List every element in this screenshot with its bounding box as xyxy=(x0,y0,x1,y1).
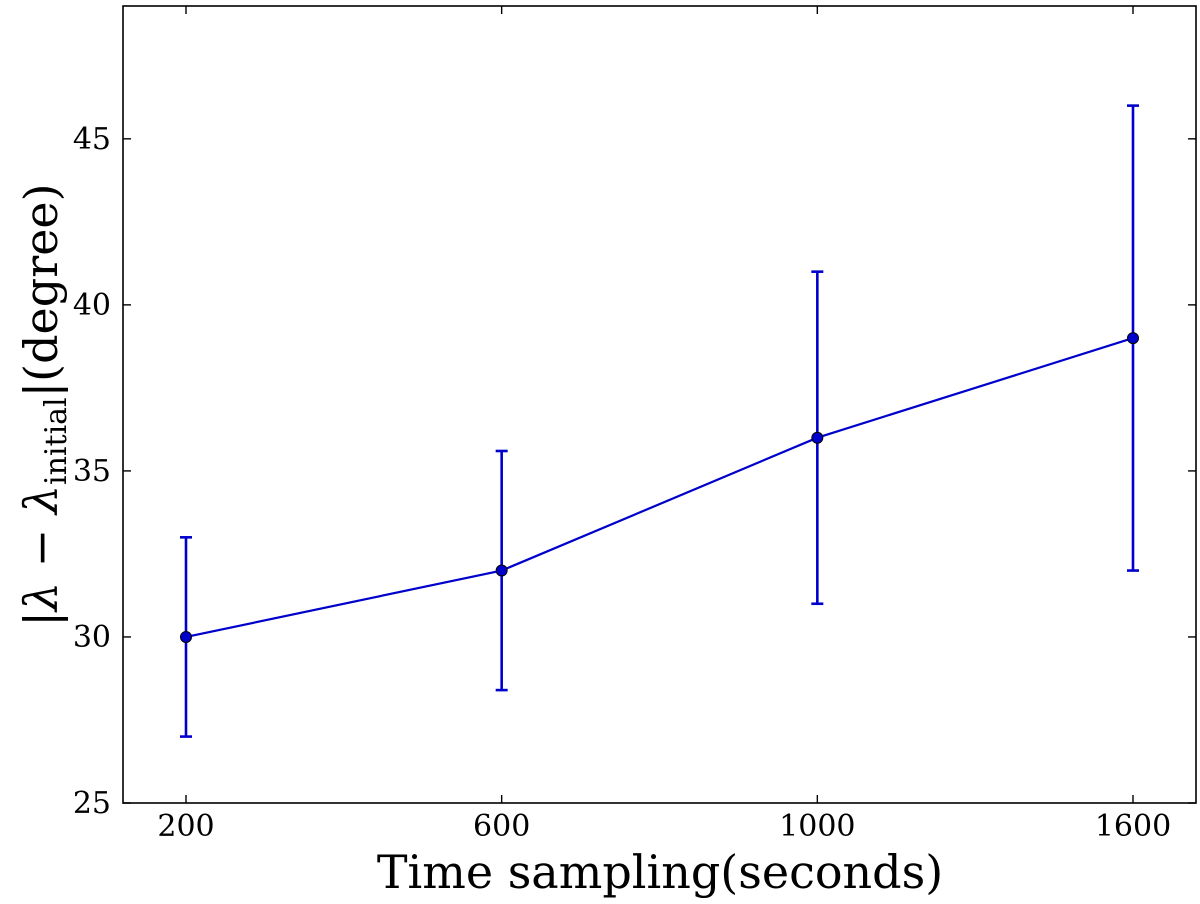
y-axis-title-unit: (degree) xyxy=(14,183,68,381)
y-tick-label: 25 xyxy=(73,786,111,821)
svg-text:|λ − λinitial|(degree): |λ − λinitial|(degree) xyxy=(14,183,74,626)
series-line xyxy=(185,337,1134,639)
y-tick-label: 45 xyxy=(73,122,111,157)
y-tick-label: 30 xyxy=(73,620,111,655)
data-point xyxy=(1127,332,1139,345)
x-tick-label: 1000 xyxy=(779,809,855,844)
y-tick-label: 35 xyxy=(73,454,111,489)
chart-marks xyxy=(180,104,1139,738)
y-axis-title-subscript: initial xyxy=(39,397,74,485)
y-tick-label: 40 xyxy=(73,288,111,323)
plot-frame xyxy=(122,5,1197,804)
x-axis-title: Time sampling(seconds) xyxy=(377,845,943,899)
chart-ticks: 200 600 1000 1600 25 30 35 40 45 xyxy=(73,6,1196,844)
x-tick-label: 600 xyxy=(473,809,530,844)
data-point xyxy=(180,630,192,643)
x-tick-label: 1600 xyxy=(1095,809,1171,844)
y-axis-title-close: | xyxy=(14,382,68,398)
y-axis-title: |λ − λinitial|(degree) xyxy=(14,183,74,626)
x-tick-label: 200 xyxy=(157,809,214,844)
y-axis-title-minus: − xyxy=(14,514,68,582)
y-axis-title-open: | xyxy=(14,611,68,627)
data-point xyxy=(495,564,508,577)
y-axis-title-symbol-2: λ xyxy=(14,485,68,516)
y-axis-title-symbol: λ xyxy=(14,582,68,613)
data-point xyxy=(811,431,824,444)
